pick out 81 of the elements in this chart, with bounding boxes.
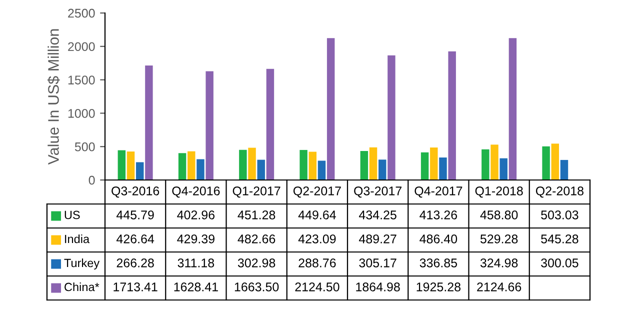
- x-tick-label: Q4-2017: [414, 186, 462, 198]
- data-label: 302.98: [238, 258, 276, 268]
- bar: [378, 160, 386, 180]
- data-label: 324.98: [480, 258, 518, 268]
- bar: [360, 150, 368, 180]
- x-tick-label: Q2-2018: [536, 186, 584, 198]
- bar: [542, 146, 550, 180]
- data-label: 545.28: [541, 234, 578, 244]
- bar: [178, 153, 186, 180]
- data-label: 300.05: [541, 258, 578, 268]
- y-tick-label: 1000: [68, 109, 95, 118]
- bar: [206, 71, 214, 180]
- data-label: 449.64: [298, 210, 336, 220]
- data-label: 413.26: [420, 210, 458, 220]
- y-axis-title: Value In US$ Million: [47, 29, 60, 165]
- legend-label: India: [65, 234, 90, 244]
- bar: [239, 150, 247, 180]
- data-label: 458.80: [480, 210, 518, 220]
- data-label: 2124.66: [477, 282, 522, 292]
- data-label: 305.17: [359, 258, 396, 268]
- bar: [118, 150, 126, 180]
- bar: [420, 152, 429, 180]
- bar: [126, 152, 135, 180]
- bar: [508, 38, 517, 180]
- x-tick-label: Q1-2018: [475, 186, 523, 198]
- data-label: 1713.41: [114, 282, 158, 292]
- x-tick-label: Q2-2017: [293, 186, 341, 198]
- bar: [439, 158, 447, 180]
- data-label: 486.40: [420, 234, 458, 244]
- y-tick-label: 0: [88, 176, 95, 185]
- data-label: 423.09: [298, 234, 336, 244]
- y-tick-label: 500: [74, 142, 95, 152]
- data-label: 482.66: [238, 234, 276, 244]
- data-label: 311.18: [178, 258, 214, 268]
- bar: [482, 149, 490, 180]
- data-label: 1663.50: [234, 282, 279, 292]
- bar: [560, 160, 568, 180]
- data-label: 429.39: [177, 234, 214, 244]
- bar: [430, 148, 438, 180]
- data-label: 434.25: [358, 210, 396, 220]
- y-tick-label: 2500: [68, 8, 95, 18]
- data-label: 336.85: [420, 258, 458, 268]
- bar: [300, 150, 308, 180]
- legend-label: Turkey: [64, 258, 100, 270]
- bar: [490, 144, 498, 180]
- data-label: 1925.28: [416, 282, 460, 292]
- bar: [551, 144, 560, 180]
- bar: [188, 151, 196, 180]
- bar: [257, 160, 265, 180]
- data-label: 288.76: [298, 258, 336, 268]
- bar: [136, 162, 144, 180]
- data-label: 2124.50: [295, 282, 340, 292]
- y-tick-label: 2000: [68, 42, 95, 52]
- bar: [318, 160, 326, 180]
- y-tick-label: 1500: [68, 76, 95, 84]
- x-tick-label: Q3-2016: [112, 186, 160, 198]
- bar: [308, 152, 317, 180]
- data-label: 529.28: [480, 234, 518, 244]
- data-label: 489.27: [358, 234, 396, 244]
- data-label: 426.64: [116, 234, 154, 244]
- data-label: 1864.98: [356, 282, 400, 292]
- legend-label: US: [64, 210, 80, 220]
- bar: [196, 159, 204, 180]
- data-label: 1628.41: [174, 282, 218, 292]
- data-label: 402.96: [177, 210, 215, 220]
- bar: [388, 55, 396, 180]
- bar: [448, 51, 456, 180]
- bar: [500, 158, 508, 180]
- bar: [326, 38, 335, 180]
- x-tick-label: Q3-2017: [354, 186, 402, 198]
- bar: [145, 66, 153, 180]
- x-tick-label: Q4-2016: [172, 186, 220, 198]
- data-label: 503.03: [541, 210, 578, 220]
- bar: [248, 148, 256, 180]
- data-label: 451.28: [238, 210, 276, 220]
- bar: [369, 147, 378, 180]
- data-label: 266.28: [116, 258, 154, 268]
- data-label: 445.79: [116, 210, 154, 220]
- x-tick-label: Q1-2017: [232, 186, 280, 198]
- bar: [266, 68, 274, 180]
- legend-label: China*: [64, 282, 100, 292]
